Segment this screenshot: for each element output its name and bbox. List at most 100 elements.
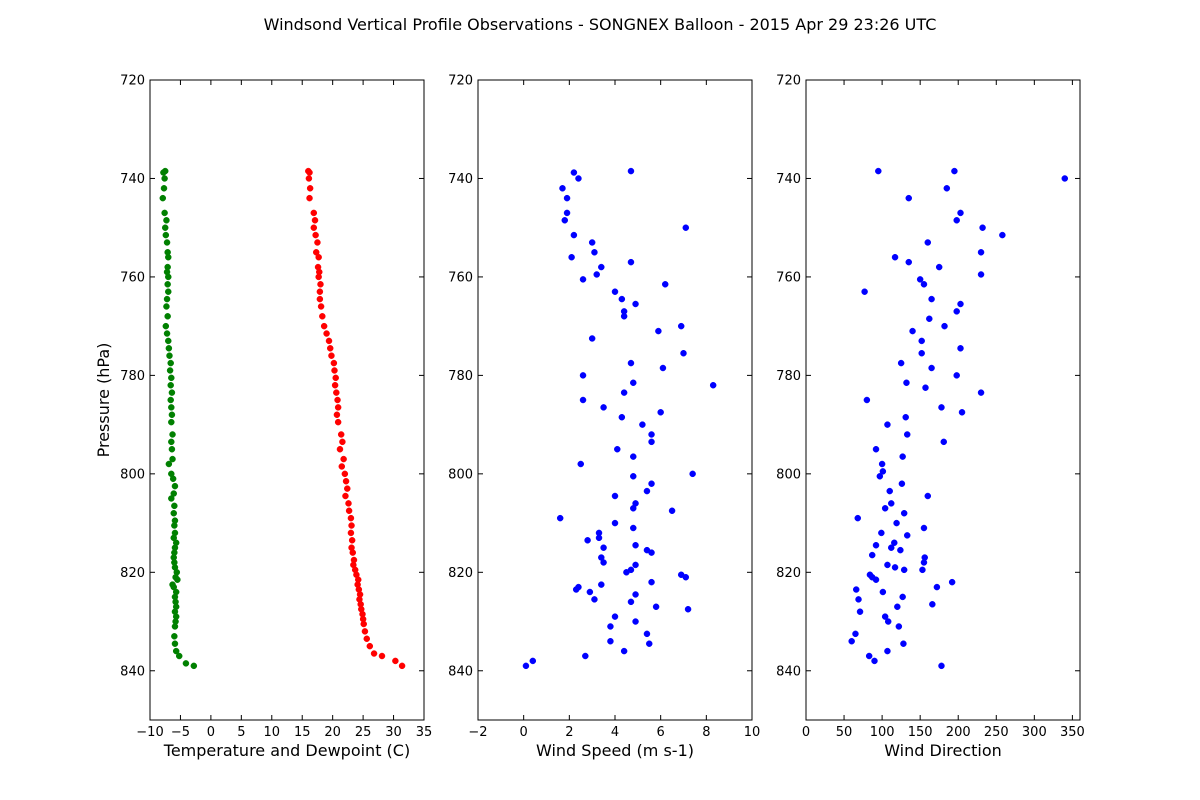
data-point xyxy=(378,652,386,660)
data-point xyxy=(894,603,901,611)
data-point xyxy=(648,549,655,556)
data-point xyxy=(323,330,330,337)
data-point xyxy=(334,418,342,426)
data-point xyxy=(881,505,889,512)
data-point xyxy=(334,396,341,404)
data-point xyxy=(330,359,338,367)
data-point xyxy=(306,194,313,202)
data-point xyxy=(918,337,925,345)
x-tick-label: 5 xyxy=(237,725,245,740)
y-tick-label: 760 xyxy=(448,270,473,285)
data-point xyxy=(879,588,887,596)
data-point xyxy=(563,209,571,217)
data-point xyxy=(171,482,179,490)
data-point xyxy=(165,288,172,295)
data-point xyxy=(339,438,346,446)
data-point xyxy=(593,271,600,278)
data-point xyxy=(863,396,871,404)
x-tick-label: 20 xyxy=(324,725,341,740)
data-point xyxy=(366,642,374,650)
data-point xyxy=(655,327,662,335)
data-point xyxy=(919,566,926,574)
y-tick-label: 840 xyxy=(776,664,801,679)
data-point xyxy=(588,335,596,342)
data-point xyxy=(852,586,860,593)
data-point xyxy=(893,519,900,527)
data-point xyxy=(709,381,717,389)
data-point xyxy=(979,224,986,231)
data-point xyxy=(182,660,190,667)
x-tick-label: 2 xyxy=(565,725,573,740)
data-point xyxy=(310,209,318,217)
data-point xyxy=(652,603,660,611)
x-tick-label: −2 xyxy=(468,725,487,740)
data-point xyxy=(887,500,895,507)
data-point xyxy=(1061,175,1069,182)
x-tick-label: 200 xyxy=(946,725,971,740)
data-point xyxy=(677,322,685,330)
data-point xyxy=(334,404,342,411)
data-point xyxy=(620,313,628,320)
series-1 xyxy=(522,167,717,670)
data-point xyxy=(345,500,352,507)
data-point xyxy=(916,276,924,283)
data-point xyxy=(879,468,887,475)
data-point xyxy=(855,596,862,603)
data-point xyxy=(342,477,350,485)
data-point xyxy=(317,281,324,288)
data-point xyxy=(924,492,932,500)
data-point xyxy=(948,578,956,586)
y-axis-label: Pressure (hPa) xyxy=(94,343,113,458)
data-point xyxy=(167,396,174,404)
data-point xyxy=(957,209,964,217)
data-point xyxy=(170,509,177,517)
panel-1: −10 −5 0 5 10 15 20 25 30 35 720 740 760 780 800 820 840… xyxy=(94,74,432,761)
data-point xyxy=(168,404,175,411)
data-point xyxy=(905,258,912,266)
data-point xyxy=(563,194,571,202)
data-point xyxy=(899,453,906,460)
data-point xyxy=(977,271,985,278)
data-point xyxy=(632,541,639,549)
plot-frame xyxy=(805,79,1081,721)
data-point xyxy=(872,541,880,549)
data-point xyxy=(648,578,655,586)
x-tick-label: −5 xyxy=(171,725,190,740)
data-point xyxy=(342,492,349,500)
data-point xyxy=(169,431,176,438)
data-point xyxy=(620,647,628,655)
data-point xyxy=(900,566,908,574)
data-point xyxy=(595,534,603,542)
data-point xyxy=(600,544,607,551)
data-point xyxy=(561,217,569,224)
data-point xyxy=(953,217,960,224)
data-point xyxy=(315,253,322,261)
data-point xyxy=(161,175,168,182)
data-point xyxy=(579,396,587,404)
data-point xyxy=(570,169,578,176)
data-point xyxy=(953,308,960,315)
data-point xyxy=(920,281,928,288)
data-point xyxy=(848,637,855,645)
y-tick-label: 740 xyxy=(448,172,473,187)
data-point xyxy=(938,662,945,670)
data-point xyxy=(878,460,886,468)
data-point xyxy=(902,413,909,421)
data-point xyxy=(938,404,945,411)
y-tick-label: 820 xyxy=(448,566,473,581)
data-point xyxy=(333,411,341,419)
data-point xyxy=(312,231,319,239)
data-point xyxy=(875,167,882,175)
data-point xyxy=(957,345,964,352)
data-point xyxy=(163,239,171,246)
data-point xyxy=(171,640,179,647)
data-point xyxy=(338,463,346,470)
data-point xyxy=(349,549,357,556)
data-point xyxy=(607,637,614,645)
data-point xyxy=(579,276,587,283)
data-point xyxy=(957,300,964,308)
data-point xyxy=(958,409,966,416)
data-point xyxy=(598,581,605,588)
data-point xyxy=(854,514,862,522)
